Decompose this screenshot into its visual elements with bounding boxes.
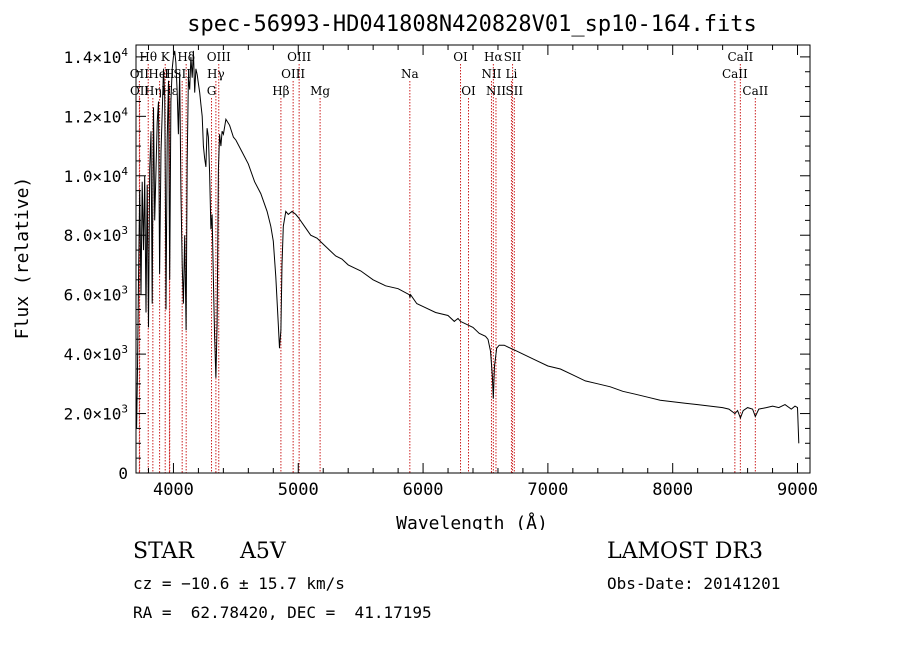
y-tick-label: 2.0×103 <box>64 403 128 424</box>
spectral-line-label: H <box>164 67 174 81</box>
y-tick-label: 4.0×103 <box>64 343 128 364</box>
observation-date: Obs-Date: 20141201 <box>607 574 781 593</box>
spectral-line-label: Hθ <box>139 50 157 64</box>
spectral-line-label: OIII <box>287 50 311 64</box>
spectral-line-label: NII <box>481 67 501 81</box>
spectral-line-label: CaII <box>742 84 768 98</box>
spectral-line-label: NII <box>486 84 506 98</box>
spectral-line-label: SII <box>504 50 522 64</box>
x-axis-label: Wavelength (Å) <box>396 512 548 530</box>
spectral-line-label: Hβ <box>272 84 289 98</box>
spectral-line-label: Hη <box>144 84 162 98</box>
spectral-line-label: SII <box>173 67 191 81</box>
x-tick-label: 7000 <box>527 480 568 500</box>
spectral-line-label: OII <box>130 67 150 81</box>
x-tick-label: 9000 <box>777 480 818 500</box>
object-class: STAR <box>133 539 194 564</box>
spectral-line-label: Li <box>506 67 518 81</box>
y-axis-label: Flux (relative) <box>12 177 33 340</box>
spectral-line-label: OIII <box>281 67 305 81</box>
x-tick-label: 6000 <box>403 480 444 500</box>
spectral-line-label: OII <box>130 84 150 98</box>
spectral-line-label: Mg <box>310 84 330 98</box>
redshift-value: cz = −10.6 ± 15.7 km/s <box>133 574 345 593</box>
y-tick-label: 0 <box>118 464 128 483</box>
coordinates: RA = 62.78420, DEC = 41.17195 <box>133 603 432 622</box>
plot-frame <box>135 44 811 474</box>
y-tick-label: 6.0×103 <box>64 284 128 305</box>
spectral-line-label: G <box>207 84 217 98</box>
spectral-line-label: SII <box>505 84 523 98</box>
y-tick-label: 1.2×104 <box>64 105 129 126</box>
spectral-subclass: A5V <box>240 539 286 564</box>
survey-name: LAMOST DR3 <box>607 539 763 564</box>
x-tick-label: 4000 <box>153 480 194 500</box>
spectral-line-label: OIII <box>207 50 231 64</box>
chart-title: spec-56993-HD041808N420828V01_sp10-164.f… <box>187 12 757 37</box>
spectrum-line <box>135 50 800 444</box>
spectral-line-label: Na <box>401 67 419 81</box>
spectral-line-label: Hγ <box>207 67 225 81</box>
spectrum-chart: spec-56993-HD041808N420828V01_sp10-164.f… <box>12 12 818 530</box>
spectral-line-label: CaII <box>727 50 753 64</box>
spectral-line-label: CaII <box>722 67 748 81</box>
spectral-line-label: OI <box>461 84 476 98</box>
spectral-line-label: OI <box>453 50 468 64</box>
y-tick-label: 8.0×103 <box>64 224 128 245</box>
x-tick-label: 8000 <box>652 480 693 500</box>
y-tick-label: 1.0×104 <box>64 165 129 186</box>
x-tick-label: 5000 <box>278 480 319 500</box>
spectral-line-label: K <box>161 50 171 64</box>
y-tick-label: 1.4×104 <box>64 46 129 67</box>
spectral-line-label: Hδ <box>177 50 195 64</box>
spectral-line-label: Hα <box>484 50 503 64</box>
